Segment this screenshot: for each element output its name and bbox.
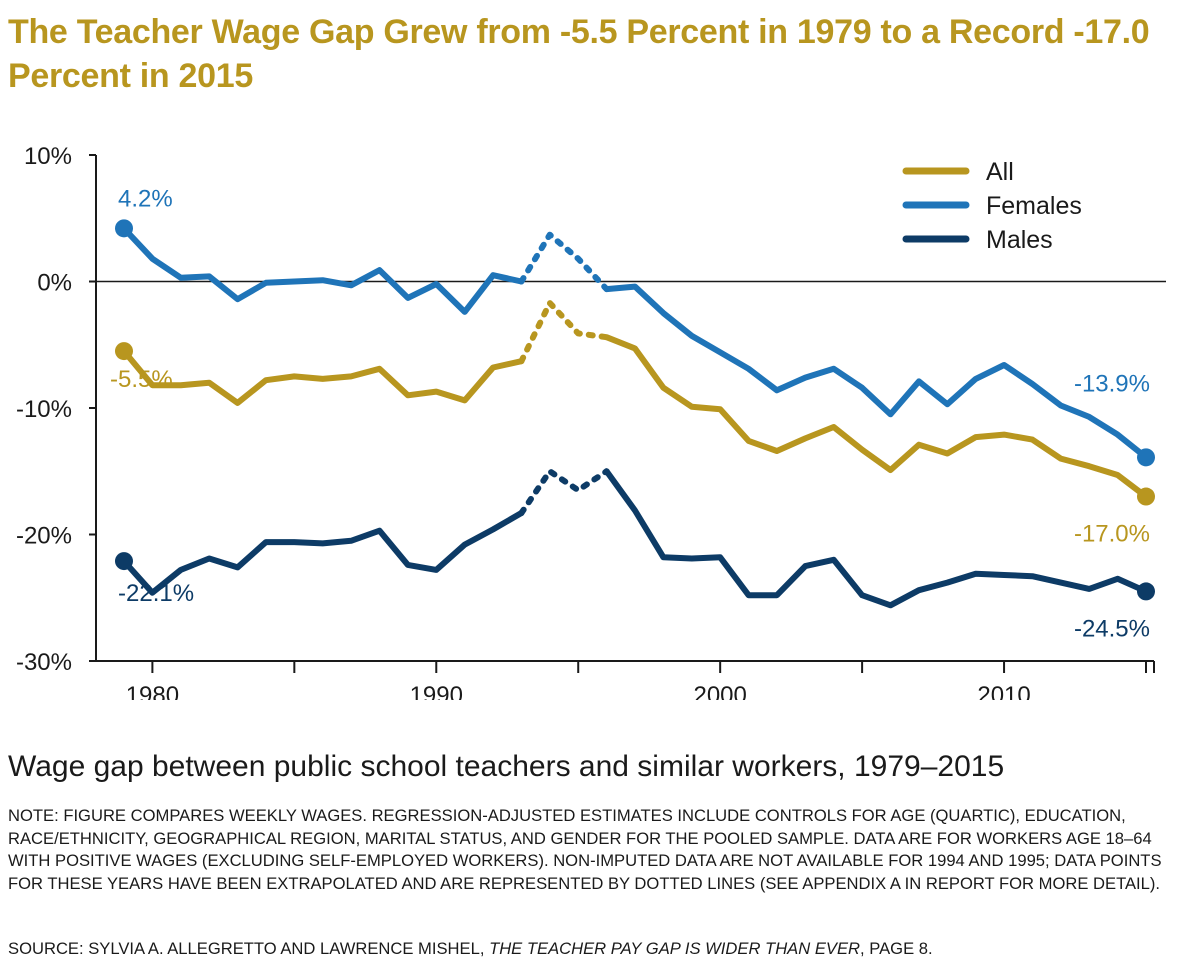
males-series-dotted	[518, 468, 610, 516]
y-tick-label: -30%	[16, 649, 72, 676]
males-end-point	[1137, 582, 1155, 601]
chart-source: SOURCE: SYLVIA A. ALLEGRETTO AND LAWRENC…	[8, 938, 1173, 960]
x-tick-label: 1980	[126, 682, 179, 700]
males-start-point	[115, 552, 133, 571]
y-tick-label: 0%	[37, 270, 72, 297]
chart-subtitle: Wage gap between public school teachers …	[8, 750, 1005, 783]
y-tick-label: -20%	[16, 523, 72, 550]
females-start-point	[115, 219, 133, 238]
females-series-line	[121, 225, 525, 315]
chart-axes: 10% 0% -10% -20% -30% 1980 1990 2000 2010	[16, 143, 1166, 700]
males-series-line	[603, 468, 1149, 609]
males-end-label: -24.5%	[1074, 615, 1150, 642]
females-start-label: 4.2%	[118, 185, 173, 212]
chart-series	[115, 219, 1155, 609]
chart-legend: All Females Males	[902, 158, 1082, 254]
y-tick-label: -10%	[16, 396, 72, 423]
page-title: The Teacher Wage Gap Grew from -5.5 Perc…	[8, 13, 1150, 95]
source-prefix: SOURCE: SYLVIA A. ALLEGRETTO AND LAWRENC…	[8, 939, 490, 958]
chart-note: NOTE: FIGURE COMPARES WEEKLY WAGES. REGR…	[8, 806, 1162, 893]
x-tick-label: 2000	[693, 682, 746, 700]
males-series-line	[121, 510, 525, 596]
all-series-line	[603, 334, 1149, 500]
all-end-point	[1137, 487, 1155, 506]
females-series-line	[603, 283, 1149, 461]
chart-labels: -5.5% -17.0% 4.2% -13.9% -22.1% -24.5%	[110, 185, 1150, 642]
all-start-point	[115, 342, 133, 361]
females-series-dotted	[518, 231, 610, 293]
x-tick-label: 1990	[410, 682, 463, 700]
females-end-label: -13.9%	[1074, 370, 1150, 397]
females-end-point	[1137, 448, 1155, 467]
x-tick-label: 2010	[977, 682, 1030, 700]
source-suffix: , PAGE 8.	[860, 939, 933, 958]
legend-label-all: All	[986, 158, 1014, 186]
all-series-line	[121, 348, 525, 406]
y-tick-label: 10%	[24, 143, 72, 170]
all-start-label: -5.5%	[110, 366, 173, 393]
all-end-label: -17.0%	[1074, 521, 1150, 548]
legend-label-females: Females	[986, 192, 1082, 220]
males-start-label: -22.1%	[118, 580, 194, 607]
line-chart: 10%0%-10%-20%-30%1980 1990 2000 2010 -5.5%-…	[16, 143, 1166, 700]
all-series-dotted	[518, 300, 610, 365]
legend-label-males: Males	[986, 226, 1053, 254]
source-title: THE TEACHER PAY GAP IS WIDER THAN EVER	[489, 939, 861, 958]
